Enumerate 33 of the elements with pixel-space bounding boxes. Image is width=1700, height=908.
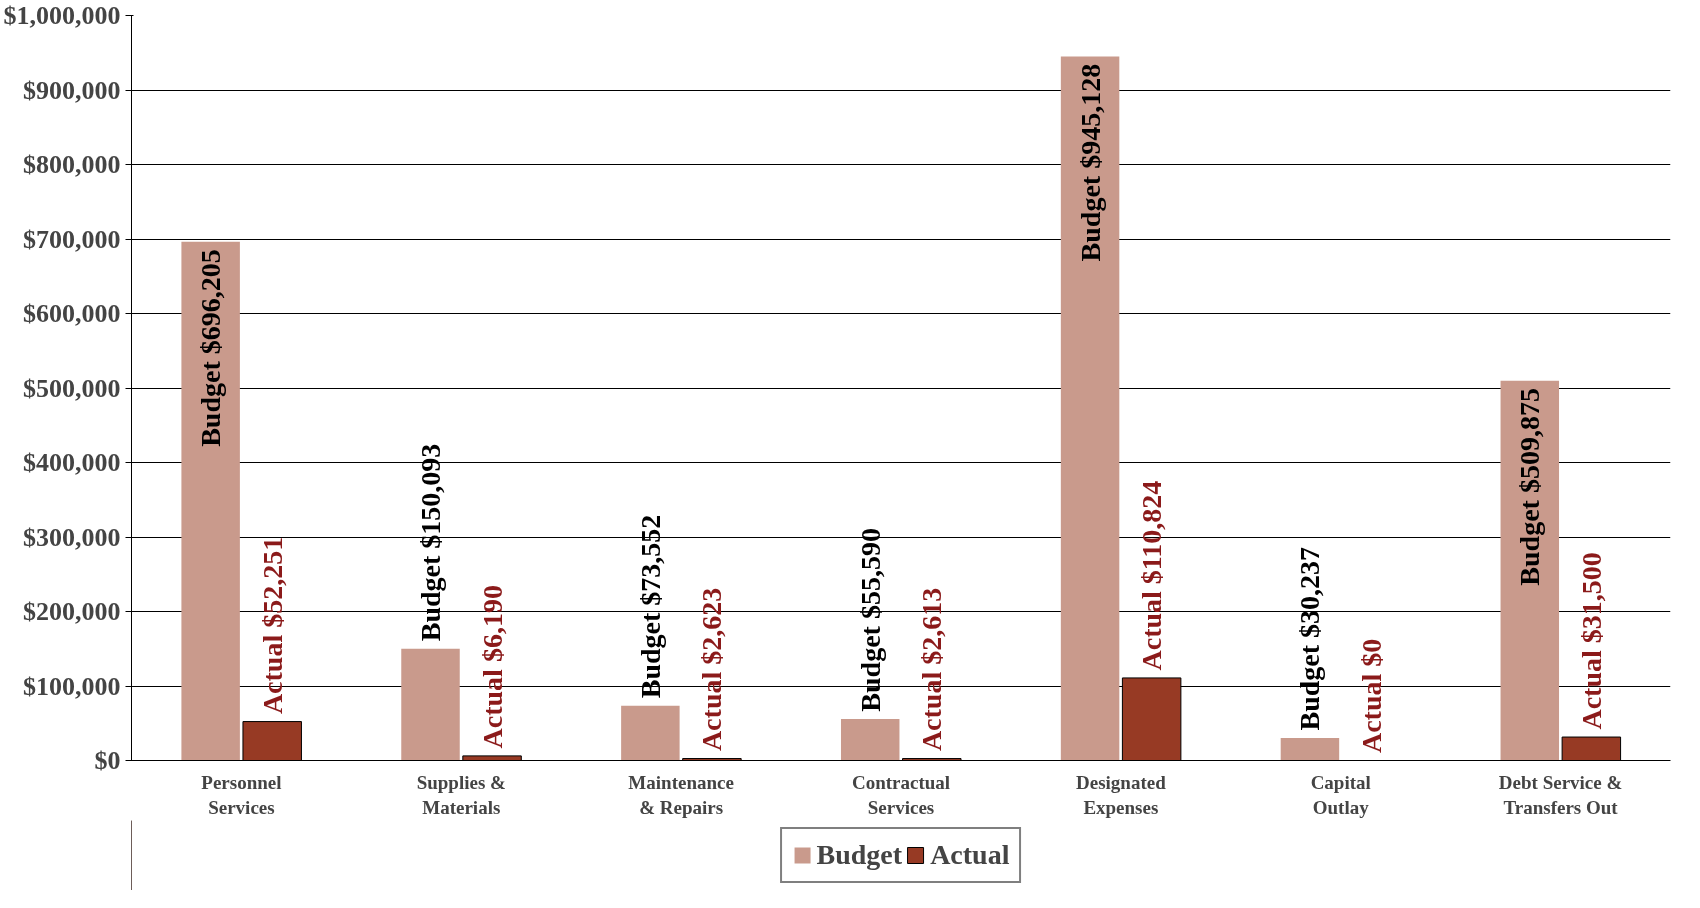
y-tick-label: $300,000 (23, 522, 121, 552)
x-tick-label: Supplies & Materials (416, 771, 506, 818)
data-label: Actual $52,251 (256, 536, 288, 715)
y-tick-label: $1,000,000 (3, 1, 121, 30)
data-label: Actual $2,623 (696, 587, 728, 752)
y-tick-label: $700,000 (23, 224, 121, 254)
data-label: Actual $31,500 (1575, 552, 1607, 730)
data-label: Budget $696,205 (195, 249, 227, 447)
data-label: Actual $6,190 (476, 585, 508, 749)
y-tick-label: $600,000 (23, 299, 121, 328)
x-tick-label: Maintenance & Repairs (628, 771, 734, 818)
x-tick-label: Debt Service & Transfers Out (1498, 771, 1623, 818)
y-tick-label: $0 (94, 746, 121, 775)
x-tick-label: Contractual Services (851, 771, 951, 818)
y-tick-label: $100,000 (23, 671, 121, 701)
legend-label: Budget (816, 839, 903, 871)
y-tick-label: $900,000 (23, 75, 121, 105)
x-tick-label: Personnel Services (201, 771, 282, 818)
y-tick-label: $200,000 (23, 597, 121, 626)
data-label: Budget $150,093 (415, 443, 447, 642)
data-label: Budget $945,128 (1074, 63, 1106, 262)
data-label: Actual $2,613 (916, 587, 948, 752)
data-label: Actual $0 (1355, 638, 1387, 754)
x-tick-label: Capital Outlay (1310, 771, 1371, 818)
data-label: Budget $73,552 (634, 514, 666, 699)
legend-label: Actual (930, 839, 1010, 871)
data-label: Budget $509,875 (1514, 388, 1546, 586)
y-tick-label: $500,000 (23, 373, 121, 403)
y-tick-label: $400,000 (23, 448, 121, 477)
x-tick-label: Designated Expenses (1076, 771, 1167, 818)
data-label: Actual $110,824 (1136, 480, 1168, 671)
y-tick-label: $800,000 (23, 150, 121, 179)
data-label: Budget $30,237 (1294, 546, 1326, 731)
